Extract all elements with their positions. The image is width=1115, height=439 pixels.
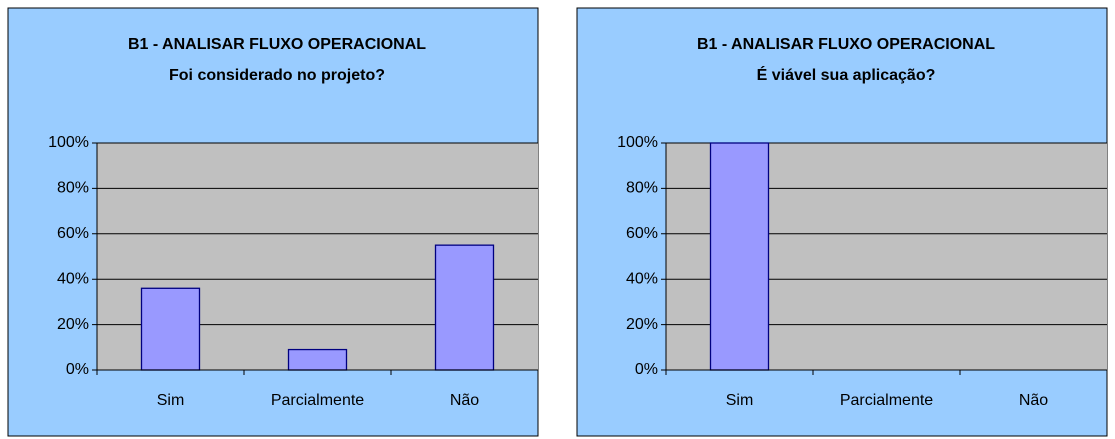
bar (434, 244, 495, 371)
y-tick-label: 60% (626, 225, 658, 242)
x-tick-label: Parcialmente (840, 392, 933, 409)
chart-subtitle: É viável sua aplicação? (757, 65, 936, 84)
y-tick-label: 20% (57, 316, 89, 333)
y-tick-label: 100% (617, 134, 658, 151)
y-tick-label: 20% (626, 316, 658, 333)
y-tick-label: 80% (626, 180, 658, 197)
y-tick-label: 40% (57, 270, 89, 287)
chart-title: B1 - ANALISAR FLUXO OPERACIONAL (697, 36, 995, 53)
bar (287, 348, 348, 371)
y-tick-label: 100% (48, 134, 89, 151)
x-tick-label: Não (450, 392, 479, 409)
bar (709, 142, 770, 371)
chart-title: B1 - ANALISAR FLUXO OPERACIONAL (128, 36, 426, 53)
x-tick-label: Parcialmente (271, 392, 364, 409)
x-tick-label: Sim (726, 392, 754, 409)
y-tick-label: 0% (66, 361, 89, 378)
y-tick-label: 0% (635, 361, 658, 378)
y-tick-label: 80% (57, 180, 89, 197)
x-tick-label: Não (1019, 392, 1048, 409)
y-tick-label: 40% (626, 270, 658, 287)
x-tick-label: Sim (157, 392, 185, 409)
bar (140, 287, 201, 371)
y-tick-label: 60% (57, 225, 89, 242)
chart-subtitle: Foi considerado no projeto? (169, 67, 385, 84)
